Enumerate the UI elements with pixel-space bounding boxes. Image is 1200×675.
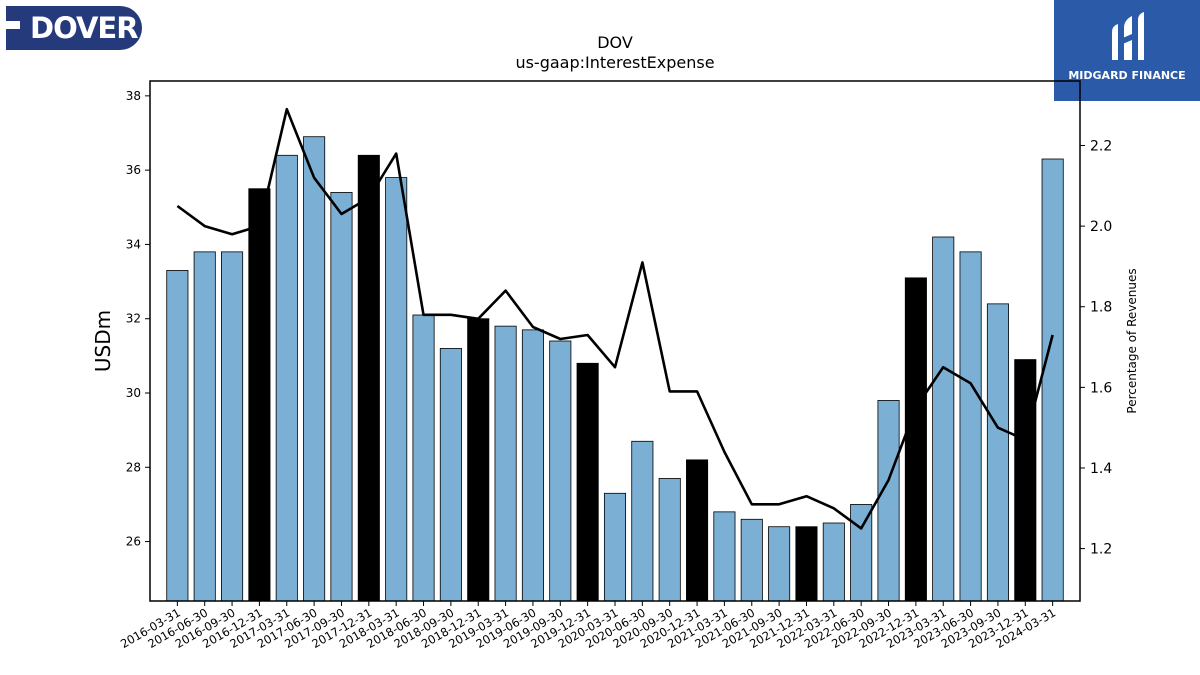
bar-2021-09-30 (768, 526, 791, 602)
bar-2023-03-31 (932, 236, 955, 602)
bar-2018-12-31 (467, 318, 490, 602)
y-tick-label-32: 32 (126, 312, 141, 326)
bar-2017-09-30 (330, 192, 353, 602)
bar-2016-12-31 (248, 188, 271, 602)
bar-2021-06-30 (740, 518, 763, 602)
y2-tick-label-2.2: 2.2 (1090, 138, 1112, 154)
chart-title: DOV (597, 33, 633, 52)
y2-tick-label-1.8: 1.8 (1090, 300, 1112, 316)
bar-2016-09-30 (221, 251, 244, 602)
y2-tick-label-1.4: 1.4 (1090, 461, 1112, 477)
y-tick-label-38: 38 (126, 89, 141, 103)
midgard-logo-icon (1112, 12, 1144, 60)
y-tick-label-30: 30 (126, 386, 141, 400)
bar-2022-06-30 (850, 504, 873, 602)
line-series (176, 107, 1054, 530)
bar-2017-06-30 (303, 136, 326, 602)
bar-2020-12-31 (686, 459, 709, 602)
bar-2023-09-30 (986, 303, 1009, 602)
bar-2021-12-31 (795, 526, 818, 602)
bar-2019-12-31 (576, 362, 599, 602)
bar-2022-12-31 (904, 277, 927, 602)
bar-2020-09-30 (658, 478, 681, 602)
bar-2022-09-30 (877, 400, 900, 602)
y-tick-label-36: 36 (126, 163, 141, 177)
bar-2021-03-31 (713, 511, 736, 602)
bar-series (166, 136, 1064, 602)
logo-mark (6, 21, 20, 29)
y2-tick-label-1.6: 1.6 (1090, 380, 1112, 396)
y-tick-label-26: 26 (126, 535, 141, 549)
bar-2016-03-31 (166, 270, 189, 602)
y2-axis-label: Percentage of Revenues (1125, 268, 1139, 413)
midgard-logo-text: MIDGARD FINANCE (1068, 69, 1186, 82)
bar-2018-06-30 (412, 314, 435, 602)
bar-2018-09-30 (439, 348, 462, 602)
dover-logo: DOVER (6, 6, 142, 50)
dover-logo-text: DOVER (30, 11, 139, 45)
bar-2024-03-31 (1041, 158, 1064, 602)
bar-2022-03-31 (822, 522, 845, 602)
bar-2017-12-31 (357, 154, 380, 602)
y2-tick-label-1.2: 1.2 (1090, 542, 1112, 558)
bar-2020-03-31 (603, 492, 627, 602)
y-tick-label-34: 34 (126, 237, 141, 251)
bar-2017-03-31 (275, 154, 298, 602)
bar-2016-06-30 (193, 251, 216, 602)
bar-2023-06-30 (959, 251, 982, 602)
chart-subtitle: us-gaap:InterestExpense (515, 53, 714, 72)
bar-2020-06-30 (631, 440, 654, 602)
bar-2019-03-31 (494, 325, 517, 602)
midgard-finance-logo: MIDGARD FINANCE (1054, 0, 1200, 101)
y-tick-label-28: 28 (126, 460, 141, 474)
bar-2023-12-31 (1014, 359, 1037, 602)
y2-tick-label-2: 2.0 (1090, 219, 1112, 235)
bar-2019-06-30 (521, 329, 544, 602)
y-axis-label: USDm (91, 310, 115, 372)
bar-2018-03-31 (385, 177, 408, 602)
bar-2019-09-30 (549, 340, 572, 602)
